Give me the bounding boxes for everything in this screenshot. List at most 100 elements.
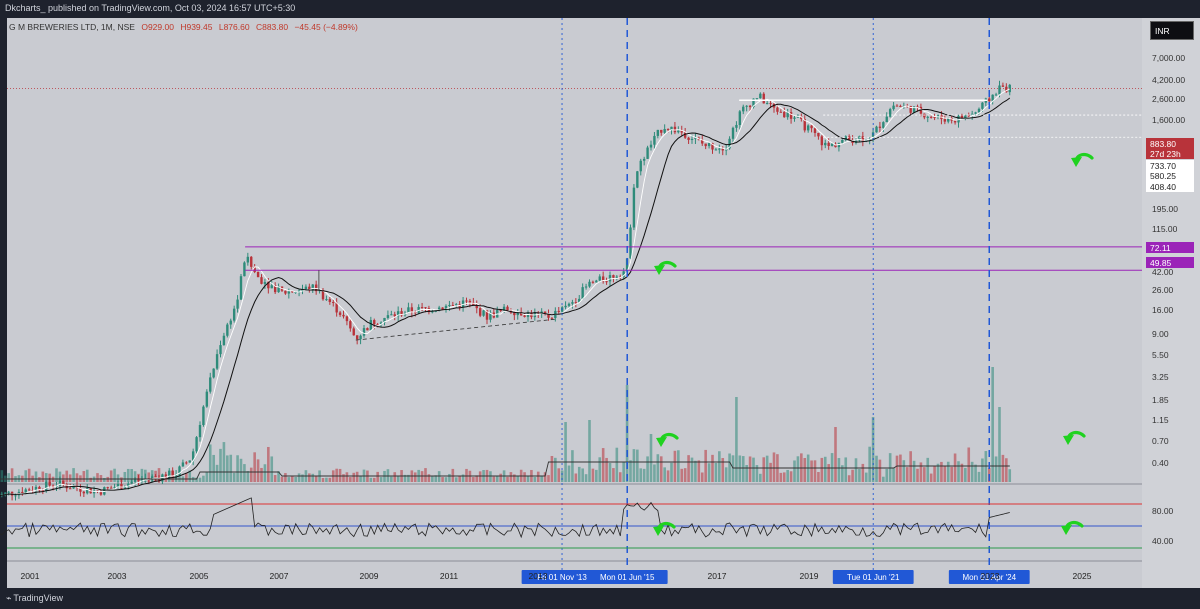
candle: [820, 135, 824, 151]
candle: [451, 301, 455, 307]
volume-bar: [608, 463, 612, 482]
candle: [813, 127, 817, 137]
candle: [687, 136, 690, 144]
price-label-bg: [1146, 181, 1194, 192]
price-tick-label: 9.00: [1152, 329, 1169, 339]
volume-bar: [431, 475, 434, 482]
candle: [270, 280, 273, 289]
volume-bar: [718, 451, 721, 482]
high-value: H939.45: [180, 22, 213, 32]
candle: [595, 279, 598, 283]
volume-bar: [130, 469, 133, 482]
candle: [646, 145, 649, 159]
volume-bar: [574, 473, 578, 482]
candle: [953, 120, 957, 125]
candle: [1001, 82, 1005, 87]
volume-bar: [680, 468, 684, 482]
candle: [215, 349, 219, 371]
candle: [260, 274, 263, 285]
candle: [844, 135, 847, 142]
volume-bar: [89, 477, 92, 482]
volume-bar: [577, 466, 581, 482]
volume-bar: [55, 468, 58, 482]
volume-bar: [793, 460, 796, 482]
currency-button[interactable]: INR: [1150, 21, 1194, 40]
candle: [181, 459, 185, 467]
volume-bar: [714, 462, 718, 482]
candle: [694, 133, 697, 145]
volume-bar: [342, 474, 345, 482]
volume-bar: [666, 470, 670, 482]
candle: [632, 184, 636, 231]
price-tick-label: 3.25: [1152, 372, 1169, 382]
candle: [308, 283, 311, 293]
volume-bar: [707, 463, 711, 482]
volume-bar: [506, 476, 509, 482]
time-tick-label: 2009: [360, 571, 379, 581]
volume-bar: [803, 457, 807, 482]
candle: [738, 109, 742, 130]
trend-line: [355, 318, 557, 341]
volume-bar: [246, 471, 250, 482]
volume-bar: [752, 457, 755, 482]
volume-bar: [912, 460, 916, 482]
volume-bar: [837, 458, 841, 482]
candle: [786, 108, 789, 120]
volume-bar: [564, 422, 567, 482]
volume-bar: [841, 465, 844, 482]
volume-bar: [864, 472, 868, 482]
candle: [393, 311, 396, 321]
candle: [817, 132, 820, 140]
volume-bar: [615, 447, 619, 482]
price-tick-label: 7,000.00: [1152, 53, 1185, 63]
candle: [656, 129, 660, 139]
candle: [806, 124, 810, 133]
candle: [550, 317, 554, 320]
volume-bar: [0, 470, 4, 482]
volume-bar: [68, 474, 72, 482]
volume-bar: [683, 468, 687, 482]
volume-bar: [646, 456, 649, 482]
time-tick-label: 2005: [190, 571, 209, 581]
candle: [321, 288, 325, 301]
candle: [335, 298, 338, 317]
volume-bar: [851, 469, 854, 482]
candle: [584, 283, 588, 290]
candle: [232, 305, 236, 323]
candle: [472, 297, 475, 306]
volume-bar: [372, 477, 376, 482]
plot-area: [7, 18, 1142, 588]
volume-bar: [1001, 454, 1005, 482]
rsi-line: [0, 497, 1010, 539]
volume-bar: [905, 467, 909, 482]
volume-bar: [810, 460, 813, 482]
candle: [639, 158, 642, 176]
volume-bar: [369, 477, 373, 482]
volume-bar: [796, 456, 800, 482]
volume-bar: [970, 461, 974, 482]
candle: [629, 224, 632, 260]
candle: [929, 115, 933, 119]
volume-bar: [492, 476, 496, 482]
candle: [195, 436, 198, 454]
curved-arrow-icon: [1061, 520, 1084, 535]
volume-bar: [215, 464, 219, 482]
volume-bar: [909, 451, 912, 482]
volume-bar: [950, 466, 953, 482]
candle: [892, 102, 895, 111]
candle: [455, 302, 458, 308]
volume-bar: [847, 475, 851, 482]
volume-bar: [72, 468, 75, 482]
volume-bar: [923, 467, 926, 482]
candle: [188, 460, 191, 463]
candle: [349, 319, 352, 332]
volume-bar: [550, 455, 554, 482]
volume-bar: [902, 460, 906, 482]
volume-bar: [919, 462, 923, 482]
volume-bar: [605, 457, 608, 482]
volume-bar: [560, 470, 564, 482]
volume-bar: [892, 467, 895, 482]
volume-bar: [202, 475, 205, 482]
volume-bar: [284, 473, 287, 482]
